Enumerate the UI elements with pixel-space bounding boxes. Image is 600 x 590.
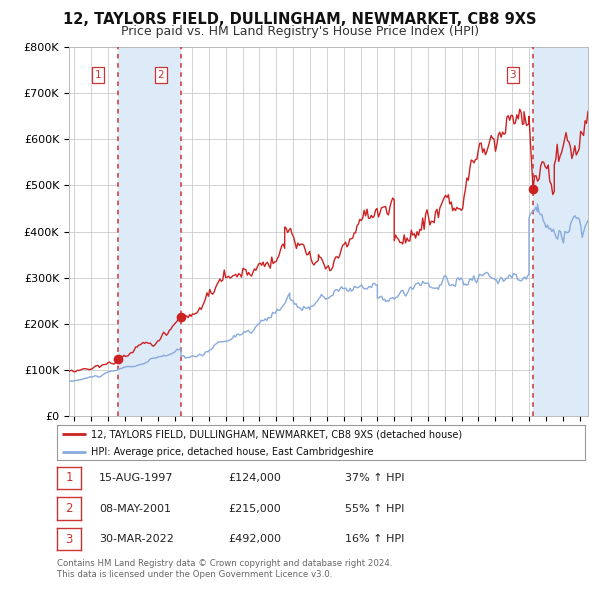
Text: £124,000: £124,000: [228, 473, 281, 483]
Text: 3: 3: [509, 70, 516, 80]
Text: 16% ↑ HPI: 16% ↑ HPI: [345, 535, 404, 544]
Text: 37% ↑ HPI: 37% ↑ HPI: [345, 473, 404, 483]
Text: This data is licensed under the Open Government Licence v3.0.: This data is licensed under the Open Gov…: [57, 571, 332, 579]
Text: 15-AUG-1997: 15-AUG-1997: [99, 473, 173, 483]
Text: Price paid vs. HM Land Registry's House Price Index (HPI): Price paid vs. HM Land Registry's House …: [121, 25, 479, 38]
Text: HPI: Average price, detached house, East Cambridgeshire: HPI: Average price, detached house, East…: [91, 447, 374, 457]
Text: Contains HM Land Registry data © Crown copyright and database right 2024.: Contains HM Land Registry data © Crown c…: [57, 559, 392, 568]
Bar: [118, 47, 181, 416]
Text: 2: 2: [158, 70, 164, 80]
Text: 2: 2: [65, 502, 73, 515]
Text: £215,000: £215,000: [228, 504, 281, 513]
Text: 55% ↑ HPI: 55% ↑ HPI: [345, 504, 404, 513]
Text: 12, TAYLORS FIELD, DULLINGHAM, NEWMARKET, CB8 9XS: 12, TAYLORS FIELD, DULLINGHAM, NEWMARKET…: [63, 12, 537, 27]
Text: 1: 1: [95, 70, 101, 80]
Text: 12, TAYLORS FIELD, DULLINGHAM, NEWMARKET, CB8 9XS (detached house): 12, TAYLORS FIELD, DULLINGHAM, NEWMARKET…: [91, 429, 463, 439]
Text: 08-MAY-2001: 08-MAY-2001: [99, 504, 171, 513]
Text: 1: 1: [65, 471, 73, 484]
Text: 30-MAR-2022: 30-MAR-2022: [99, 535, 174, 544]
Bar: [533, 47, 588, 416]
Text: 3: 3: [65, 533, 73, 546]
Text: £492,000: £492,000: [228, 535, 281, 544]
